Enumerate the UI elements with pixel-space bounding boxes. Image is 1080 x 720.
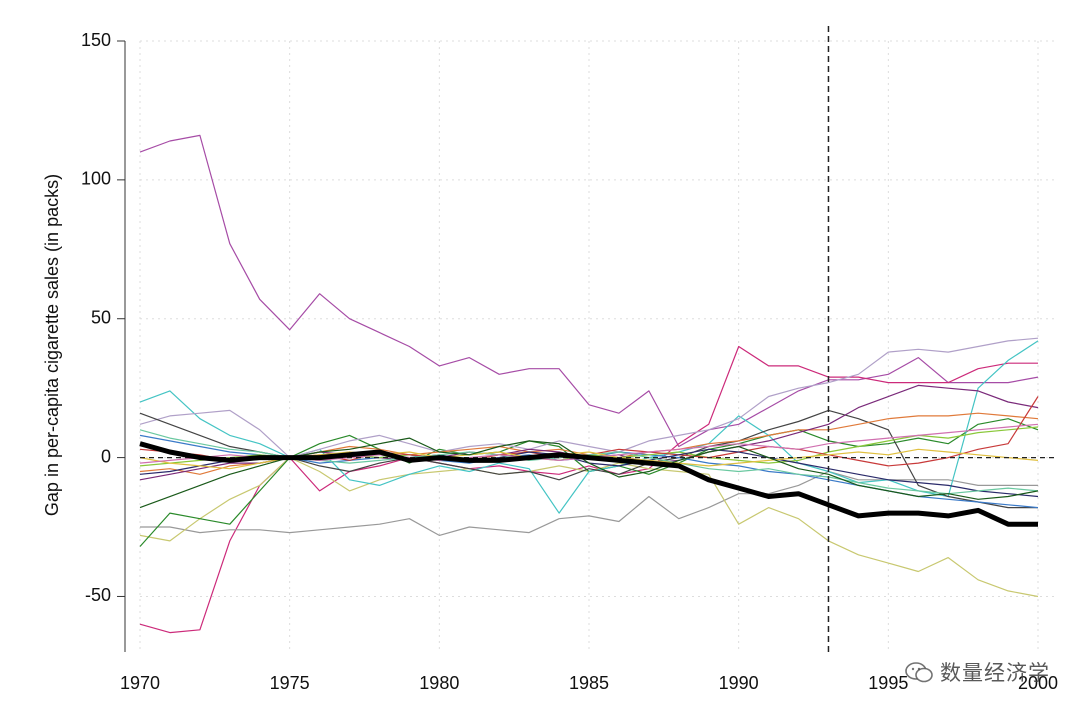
- x-tick-label: 1975: [270, 673, 310, 693]
- grid: [139, 40, 1058, 652]
- y-tick-label: 100: [81, 169, 111, 189]
- x-tick-label: 1995: [868, 673, 908, 693]
- reference-lines: [140, 26, 1058, 652]
- watermark: 数量经济学: [904, 657, 1050, 687]
- series-line-p7: [139, 337, 1039, 459]
- series-line-p1: [139, 134, 1039, 448]
- y-axis-title: Gap in per-capita cigarette sales (in pa…: [42, 174, 62, 516]
- axes: [117, 40, 126, 652]
- y-tick-label: 50: [91, 307, 111, 327]
- x-tick-label: 1990: [719, 673, 759, 693]
- highlight-series-line: [139, 441, 1038, 527]
- tick-labels: -50 0 50 100 150 1970 1975 1980 1985 1990 1995 2000: [81, 30, 1058, 693]
- x-tick-label: 1980: [419, 673, 459, 693]
- y-tick-label: 150: [81, 30, 111, 50]
- highlight-series: [139, 441, 1038, 527]
- wechat-icon: [905, 662, 933, 683]
- x-tick-label: 2000: [1018, 673, 1058, 693]
- watermark-logo-text: 数量经济学: [940, 661, 1050, 685]
- y-tick-label: -50: [85, 585, 111, 605]
- y-tick-label: 0: [101, 446, 111, 466]
- x-tick-label: 1970: [120, 673, 160, 693]
- x-tick-label: 1985: [569, 673, 609, 693]
